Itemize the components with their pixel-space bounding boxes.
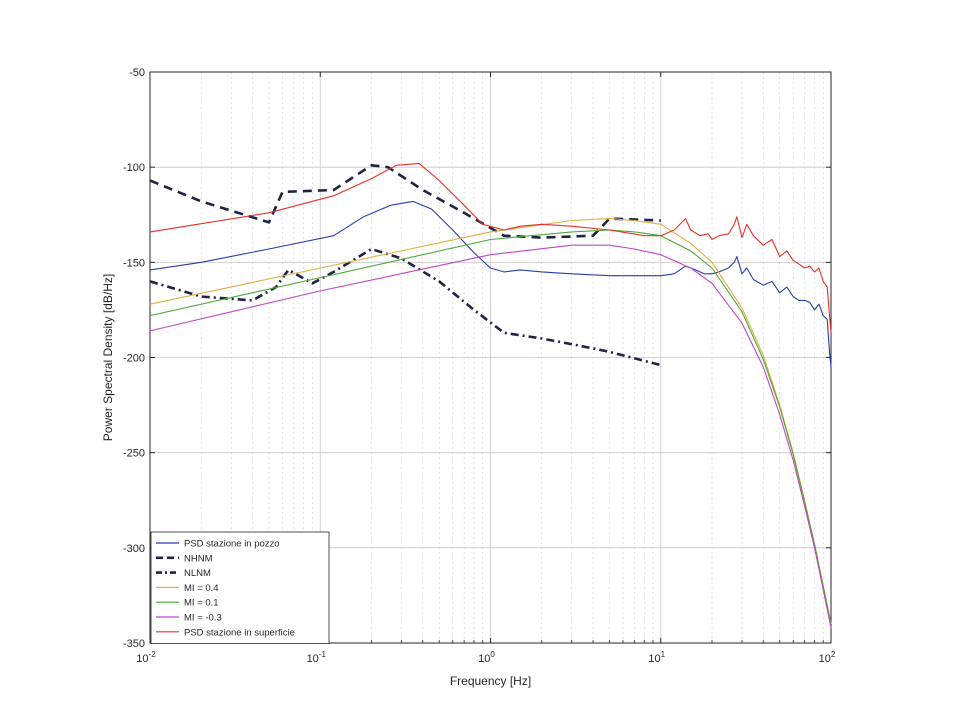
legend-label: MI = 0.4: [184, 583, 219, 594]
series-line-7: [149, 162, 832, 333]
series-line-5: [149, 229, 832, 625]
legend-label: PSD stazione in pozzo: [184, 539, 280, 550]
x-tick-label: 10-1: [307, 650, 327, 665]
x-axis-label: Frequency [Hz]: [450, 674, 531, 688]
y-tick-label: -50: [129, 67, 145, 79]
series-line-2: [149, 164, 661, 239]
legend-box: [150, 531, 330, 644]
series-line-6: [149, 244, 832, 628]
series-lines: [149, 162, 832, 628]
legend-label: PSD stazione in superficie: [184, 627, 295, 638]
y-tick-label: -200: [123, 353, 145, 365]
legend-label: NLNM: [184, 568, 211, 579]
x-tick-label: 10-2: [136, 650, 156, 665]
y-tick-label: -150: [123, 257, 145, 269]
y-tick-label: -300: [123, 543, 145, 555]
y-tick-label: -250: [123, 448, 145, 460]
legend-label: MI = -0.3: [184, 613, 222, 624]
x-tick-label: 102: [819, 650, 836, 665]
series-line-1: [149, 200, 832, 368]
legend-label: MI = 0.1: [184, 598, 219, 609]
y-tick-label: -350: [123, 638, 145, 650]
legend-label: NHNM: [184, 553, 213, 564]
x-tick-label: 101: [648, 650, 665, 665]
y-axis-label: Power Spectral Density [dB/Hz]: [101, 274, 115, 441]
y-tick-label: -100: [123, 162, 145, 174]
x-tick-label: 100: [478, 650, 495, 665]
legend: PSD stazione in pozzo NHNM NLNM MI = 0.4 MI …: [150, 531, 330, 644]
